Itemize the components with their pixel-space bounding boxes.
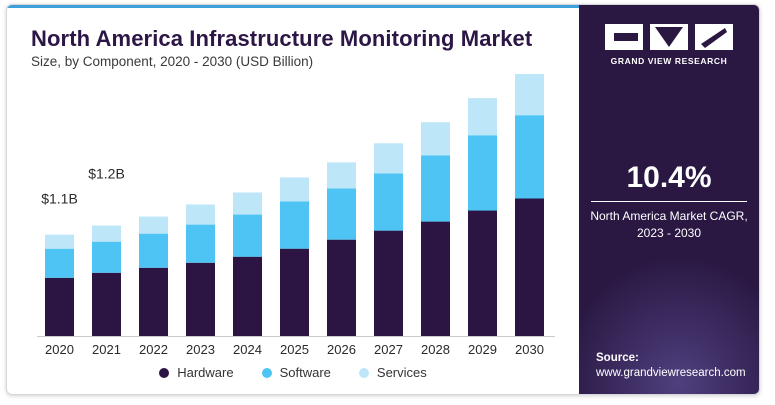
chart-title: North America Infrastructure Monitoring …: [31, 26, 533, 51]
panel-background-glow: [579, 255, 759, 394]
bar-hardware-2020: [45, 277, 74, 336]
bar-services-2026: [327, 162, 356, 189]
bar-hardware-2024: [233, 256, 262, 336]
legend-label-services: Services: [376, 365, 427, 380]
chart-legend: Hardware Software Services: [7, 365, 579, 380]
x-tick-label-2027: 2027: [374, 342, 403, 357]
bar-software-2022: [139, 233, 168, 268]
bar-services-2021: [92, 225, 121, 242]
bar-software-2025: [280, 201, 309, 249]
legend-item-services: Services: [358, 365, 427, 380]
bar-hardware-2021: [92, 272, 121, 336]
accent-line: [7, 5, 579, 8]
source-block: Source: www.grandviewresearch.com: [596, 351, 746, 381]
bar-services-2029: [468, 98, 497, 136]
info-panel: GRAND VIEW RESEARCH 10.4% North America …: [579, 5, 759, 394]
bar-services-2030: [515, 74, 544, 116]
x-tick-label-2022: 2022: [139, 342, 168, 357]
brand-name: GRAND VIEW RESEARCH: [610, 56, 728, 66]
cagr-value: 10.4%: [626, 161, 712, 194]
legend-item-software: Software: [261, 365, 331, 380]
x-tick-label-2023: 2023: [186, 342, 215, 357]
bar-services-2020: [45, 234, 74, 249]
bar-hardware-2026: [327, 239, 356, 336]
cagr-label-line2: 2023 - 2030: [636, 226, 702, 240]
x-tick-label-2030: 2030: [515, 342, 544, 357]
data-label-2020: $1.1B: [41, 191, 78, 207]
legend-label-hardware: Hardware: [177, 365, 234, 380]
legend-swatch-hardware: [159, 367, 170, 378]
bar-services-2025: [280, 177, 309, 202]
x-tick-label-2024: 2024: [233, 342, 262, 357]
x-tick-label-2020: 2020: [45, 342, 74, 357]
bar-services-2028: [421, 122, 450, 156]
bar-hardware-2023: [186, 262, 215, 336]
bar-hardware-2025: [280, 248, 309, 336]
bar-chart: 2020 2021 2022 2023 2024 2025 2026 2027 2028 2029…: [37, 74, 555, 357]
chart-subtitle: Size, by Component, 2020 - 2030 (USD Bil…: [31, 54, 314, 69]
bar-software-2027: [374, 173, 403, 231]
source-url[interactable]: www.grandviewresearch.com: [596, 367, 746, 379]
legend-item-hardware: Hardware: [159, 365, 234, 380]
bar-hardware-2029: [468, 210, 497, 336]
legend-swatch-services: [358, 367, 369, 378]
legend-label-software: Software: [279, 365, 331, 380]
x-tick-label-2021: 2021: [92, 342, 121, 357]
bar-software-2020: [45, 248, 74, 278]
x-tick-label-2028: 2028: [421, 342, 450, 357]
bar-services-2027: [374, 143, 403, 174]
legend-swatch-software: [261, 367, 272, 378]
bar-software-2029: [468, 135, 497, 211]
bar-hardware-2028: [421, 221, 450, 336]
x-tick-label-2026: 2026: [327, 342, 356, 357]
bar-hardware-2022: [139, 267, 168, 336]
divider: [591, 201, 747, 202]
bar-hardware-2027: [374, 230, 403, 336]
bar-services-2022: [139, 216, 168, 234]
data-label-2021: $1.2B: [88, 166, 125, 182]
bar-software-2028: [421, 155, 450, 222]
bar-hardware-2030: [515, 198, 544, 336]
bar-software-2026: [327, 188, 356, 240]
cagr-description: North America Market CAGR, 2023 - 2030: [579, 208, 759, 242]
bar-services-2024: [233, 192, 262, 215]
x-tick-label-2029: 2029: [468, 342, 497, 357]
bar-services-2023: [186, 204, 215, 225]
x-tick-label-2025: 2025: [280, 342, 309, 357]
bar-software-2023: [186, 224, 215, 263]
source-label: Source:: [596, 352, 639, 364]
grand-view-research-logo: [605, 24, 733, 50]
bar-software-2030: [515, 115, 544, 199]
bar-software-2024: [233, 214, 262, 257]
cagr-label-line1: North America Market CAGR,: [590, 209, 748, 223]
bar-software-2021: [92, 241, 121, 273]
chart-card: North America Infrastructure Monitoring …: [6, 4, 760, 395]
